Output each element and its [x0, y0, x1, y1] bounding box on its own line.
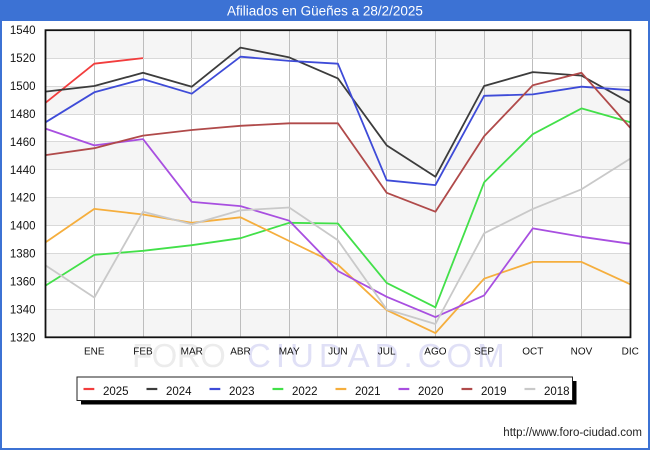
svg-text:1500: 1500 [10, 81, 36, 93]
svg-text:NOV: NOV [571, 347, 593, 358]
svg-text:1400: 1400 [10, 221, 36, 233]
svg-text:1340: 1340 [10, 304, 36, 316]
svg-text:ABR: ABR [230, 347, 251, 358]
svg-text:JUL: JUL [378, 347, 396, 358]
svg-text:1360: 1360 [10, 277, 36, 289]
svg-text:1480: 1480 [10, 109, 36, 121]
svg-text:1320: 1320 [10, 332, 36, 344]
svg-text:1440: 1440 [10, 165, 36, 177]
svg-text:AGO: AGO [424, 347, 446, 358]
svg-text:DIC: DIC [622, 347, 639, 358]
svg-text:1540: 1540 [10, 25, 36, 37]
svg-text:http://www.foro-ciudad.com: http://www.foro-ciudad.com [503, 427, 642, 439]
svg-text:Afiliados en Güeñes a 28/2/202: Afiliados en Güeñes a 28/2/2025 [227, 4, 423, 19]
svg-text:2024: 2024 [166, 386, 192, 398]
svg-text:1520: 1520 [10, 53, 36, 65]
svg-text:1380: 1380 [10, 249, 36, 261]
svg-text:ENE: ENE [84, 347, 105, 358]
svg-text:2023: 2023 [229, 386, 255, 398]
svg-text:OCT: OCT [522, 347, 543, 358]
svg-text:CIUDAD.COM: CIUDAD.COM [247, 337, 510, 374]
svg-text:2018: 2018 [544, 386, 570, 398]
svg-text:MAY: MAY [279, 347, 300, 358]
svg-text:SEP: SEP [474, 347, 494, 358]
svg-text:FORO: FORO [132, 337, 225, 374]
svg-text:JUN: JUN [328, 347, 347, 358]
svg-text:MAR: MAR [181, 347, 203, 358]
svg-text:2025: 2025 [103, 386, 129, 398]
svg-text:2020: 2020 [418, 386, 444, 398]
svg-text:2021: 2021 [355, 386, 381, 398]
svg-text:FEB: FEB [133, 347, 153, 358]
svg-text:1420: 1420 [10, 193, 36, 205]
svg-text:1460: 1460 [10, 137, 36, 149]
svg-text:2022: 2022 [292, 386, 318, 398]
svg-text:2019: 2019 [481, 386, 507, 398]
